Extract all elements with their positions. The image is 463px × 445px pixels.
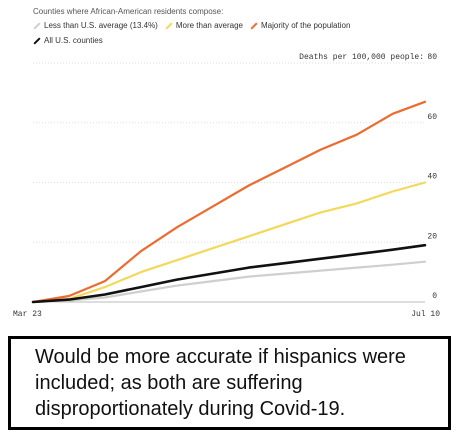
series-line-more-than-average [31,181,427,304]
legend-item-majority: Majority of the population [250,21,350,30]
series-line-less-than-u-s-average-13-4 [31,260,427,304]
x-tick-label-start: Mar 23 [13,310,42,319]
legend-label-less-than-average: Less than U.S. average (13.4%) [44,21,158,30]
legend-label-all-counties: All U.S. counties [44,36,103,45]
legend-row-2: All U.S. counties [33,36,110,45]
caption-text: Would be more accurate if hispanics were… [35,346,406,420]
y-tick-label-40: 40 [427,173,437,182]
legend-row-1: Less than U.S. average (13.4%) More than… [33,21,357,30]
caption-box: Would be more accurate if hispanics were… [8,336,451,430]
legend-label-more-than-average: More than average [175,21,243,30]
legend-item-less-than-average: Less than U.S. average (13.4%) [33,21,158,30]
y-tick-label-0: 0 [432,292,437,301]
y-tick-label-80: 80 [427,53,437,62]
chart-area: Counties where African-American resident… [13,7,440,319]
legend-item-more-than-average: More than average [165,21,243,30]
legend-item-all-counties: All U.S. counties [33,36,103,45]
y-tick-label-60: 60 [427,113,437,122]
series-line-majority-of-the-population [31,100,427,304]
x-tick-label-end: Jul 10 [411,310,440,319]
y-tick-label-20: 20 [427,232,437,241]
legend-title: Counties where African-American resident… [33,7,224,16]
series-line-all-u-s-counties [31,243,427,304]
unit-label: Deaths per 100,000 people: [299,53,424,62]
legend-label-majority: Majority of the population [261,21,351,30]
